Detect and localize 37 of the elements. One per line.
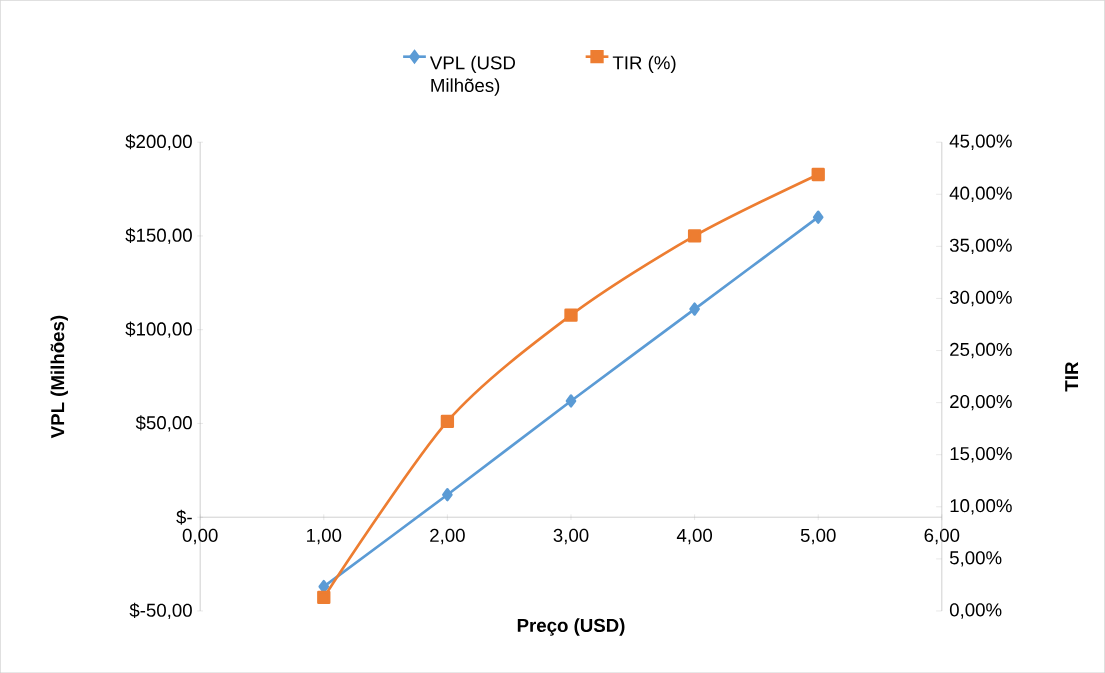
y-tick-label: $- xyxy=(176,509,192,525)
y2-axis-title: TIR xyxy=(1065,361,1079,392)
y2-tick-label: 10,00% xyxy=(950,498,1012,515)
y2-tick-label: 0,00% xyxy=(949,603,1002,619)
x-tick-label: 6,00 xyxy=(924,528,960,545)
y-tick-label: $100,00 xyxy=(125,321,192,338)
y2-tick-label: 45,00% xyxy=(949,134,1012,150)
point xyxy=(565,394,577,408)
y-tick-label: $150,00 xyxy=(125,227,192,244)
y-tick-label: $50,00 xyxy=(135,415,192,432)
x-axis-title: Preço (USD) xyxy=(517,618,625,636)
legend-label: TIR (%) xyxy=(612,55,676,73)
point xyxy=(317,590,331,604)
y-axis-title: VPL (Milhões) xyxy=(50,315,68,439)
x-tick-label: 2,00 xyxy=(430,528,465,545)
y2-tick-label: 35,00% xyxy=(949,238,1012,254)
y2-tick-label: 5,00% xyxy=(949,551,1002,567)
y2-tick-label: 15,00% xyxy=(950,446,1012,463)
point xyxy=(440,414,455,428)
x-tick-label: 3,00 xyxy=(553,528,589,545)
y-tick-label: $200,00 xyxy=(125,133,192,151)
point xyxy=(811,167,825,182)
y2-tick-label: 20,00% xyxy=(950,394,1012,411)
point xyxy=(812,210,824,224)
y2-tick-label: 25,00% xyxy=(950,342,1012,359)
y-tick-label: $-50,00 xyxy=(129,602,192,619)
y2-tick-label: 30,00% xyxy=(949,290,1012,307)
point xyxy=(564,308,578,322)
x-tick-label: 4,00 xyxy=(676,528,713,545)
point xyxy=(687,229,702,243)
point xyxy=(442,487,453,502)
x-tick-label: 5,00 xyxy=(800,528,836,545)
x-tick-label: 0,00 xyxy=(182,528,218,545)
x-tick-label: 1,00 xyxy=(307,528,342,545)
point xyxy=(689,302,700,316)
legend-label: VPL (USD Milhões) xyxy=(429,55,516,96)
y2-tick-label: 40,00% xyxy=(949,186,1012,202)
